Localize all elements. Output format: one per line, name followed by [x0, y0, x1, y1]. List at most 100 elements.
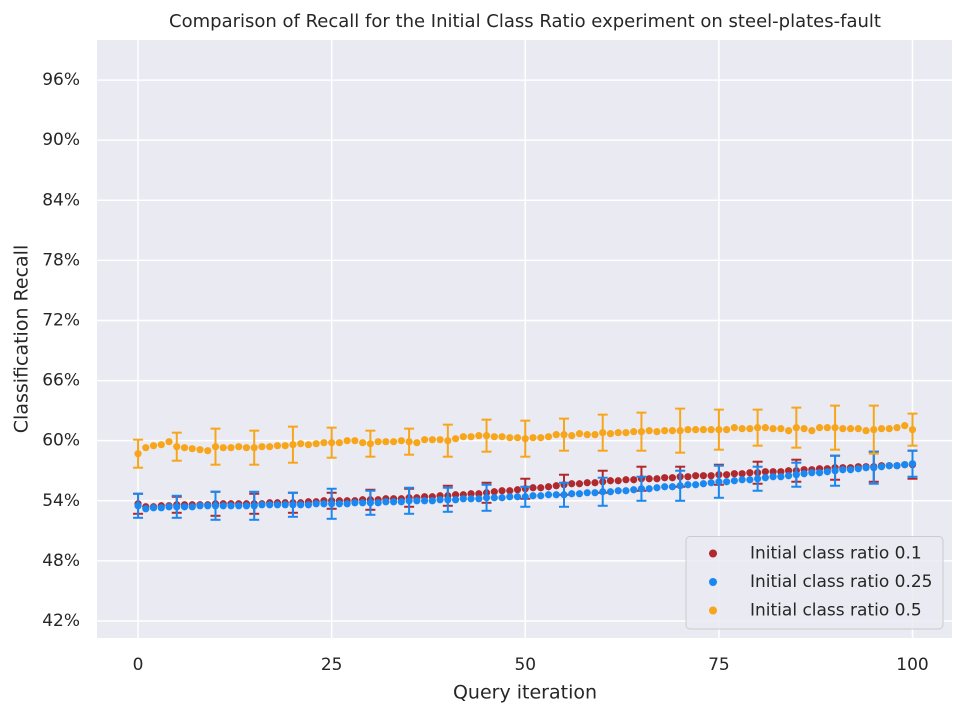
point: [846, 466, 855, 474]
point: [544, 483, 553, 491]
point: [304, 501, 313, 509]
point: [196, 446, 204, 454]
point: [800, 425, 808, 433]
error-bar: [675, 407, 686, 454]
y-tick-label: 66%: [42, 371, 80, 391]
point: [149, 442, 158, 450]
x-tick-label: 50: [514, 655, 536, 675]
point: [823, 424, 831, 432]
error-bar: [210, 427, 221, 466]
point: [707, 472, 715, 480]
point: [854, 425, 862, 433]
legend-box: [685, 536, 944, 630]
point: [467, 433, 475, 441]
point: [343, 437, 351, 445]
point: [258, 501, 266, 509]
point: [459, 495, 467, 503]
point: [808, 469, 816, 477]
point: [544, 491, 553, 499]
point: [645, 485, 653, 493]
error-bar: [287, 425, 298, 464]
point: [815, 424, 824, 432]
point: [630, 476, 638, 484]
point: [583, 431, 591, 439]
point: [877, 425, 886, 433]
x-tick-label: 25: [321, 655, 343, 675]
point: [219, 502, 227, 510]
point: [854, 465, 862, 473]
point: [777, 468, 785, 476]
point: [273, 442, 282, 450]
point: [839, 425, 847, 433]
point: [467, 490, 475, 498]
point: [165, 503, 173, 511]
error-bar: [171, 494, 182, 519]
point: [451, 435, 460, 443]
point: [583, 479, 591, 487]
point: [808, 427, 816, 435]
error-bar: [597, 413, 608, 452]
x-tick-label: 100: [896, 655, 928, 675]
point: [235, 502, 243, 510]
point: [258, 443, 266, 451]
legend: Initial class ratio 0.1 Initial class rat…: [685, 536, 944, 630]
point: [382, 438, 390, 446]
error-bar: [636, 411, 647, 452]
point: [614, 429, 622, 437]
error-bar: [442, 423, 453, 458]
point: [351, 437, 359, 445]
point: [769, 468, 777, 476]
point: [157, 504, 165, 512]
chart-title: Comparison of Recall for the Initial Cla…: [169, 11, 881, 32]
error-bar: [830, 454, 841, 487]
point: [591, 479, 599, 487]
point: [219, 444, 227, 452]
point: [552, 431, 560, 439]
point: [614, 477, 622, 485]
point: [668, 427, 677, 435]
point: [815, 469, 824, 477]
point: [242, 502, 251, 510]
point: [320, 439, 328, 447]
error-bar: [210, 490, 221, 521]
point: [312, 500, 320, 508]
point: [622, 429, 630, 437]
point: [420, 497, 429, 505]
point: [537, 492, 545, 500]
point: [490, 494, 498, 502]
point: [266, 443, 274, 451]
legend-label: Initial class ratio 0.1: [750, 544, 922, 564]
point: [645, 475, 653, 483]
error-bar: [830, 404, 841, 451]
point: [707, 426, 715, 434]
point: [746, 425, 754, 433]
point: [498, 433, 506, 441]
point: [769, 425, 777, 433]
point: [777, 473, 785, 481]
point: [297, 501, 305, 509]
legend-marker: [709, 578, 717, 586]
point: [242, 444, 251, 452]
y-tick-label: 42%: [42, 611, 80, 631]
point: [475, 490, 483, 498]
point: [180, 444, 189, 452]
error-bar: [481, 483, 492, 512]
point: [204, 447, 212, 455]
error-bar: [249, 429, 260, 466]
point: [513, 493, 522, 501]
point: [188, 445, 196, 453]
point: [157, 441, 165, 449]
point: [653, 428, 661, 436]
point: [699, 472, 707, 480]
point: [142, 505, 150, 513]
point: [490, 488, 498, 496]
error-bar: [404, 486, 415, 515]
error-bar: [520, 485, 531, 508]
error-bar: [520, 419, 531, 458]
point: [568, 490, 576, 498]
point: [436, 436, 444, 444]
point: [428, 436, 436, 444]
error-bar: [713, 408, 724, 451]
point: [730, 477, 738, 485]
